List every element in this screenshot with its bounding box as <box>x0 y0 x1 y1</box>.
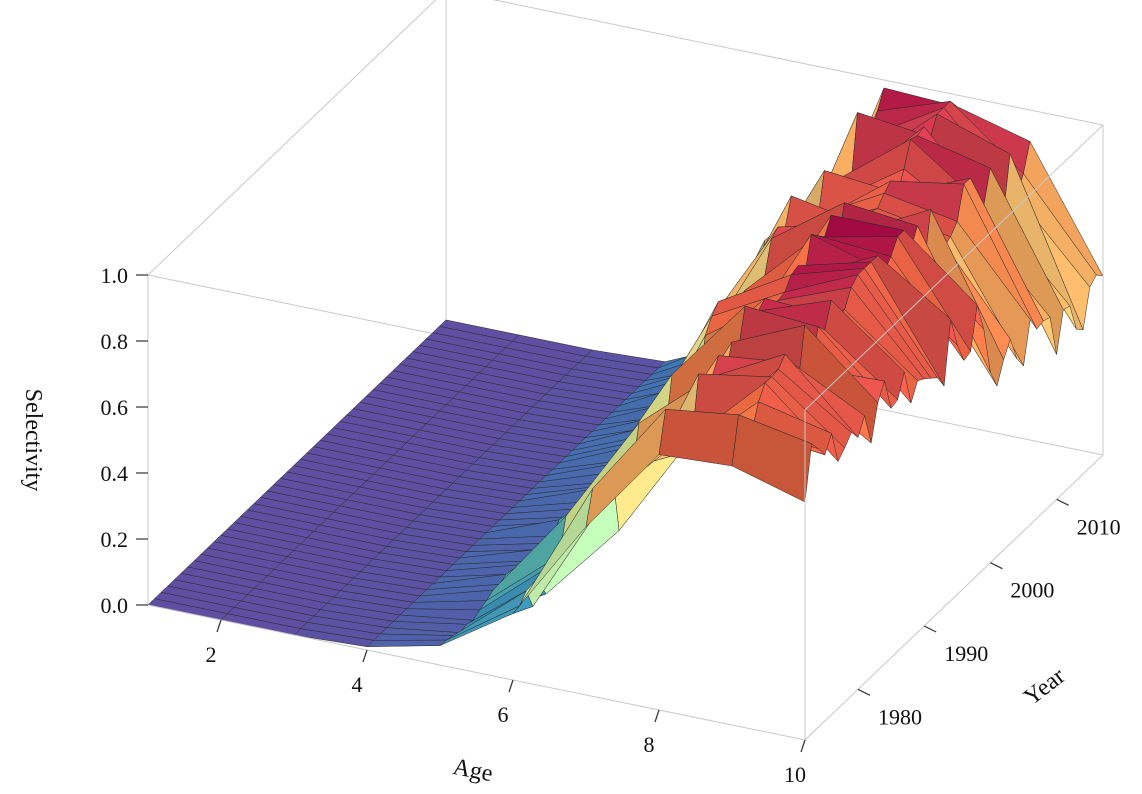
x-tick-label: 10 <box>784 762 806 787</box>
x-tick-label: 8 <box>644 732 655 757</box>
x-axis-tick-labels: 2 4 6 8 10 <box>206 642 807 787</box>
y-tick-mark <box>1056 498 1069 506</box>
box-edge <box>147 0 437 276</box>
x-axis-title: Age <box>451 754 495 787</box>
y-tick-label: 1980 <box>878 704 922 729</box>
surface-facet <box>731 414 812 503</box>
x-tick-mark <box>508 679 514 693</box>
y-axis-title: Year <box>1019 663 1070 711</box>
surface <box>147 87 1104 647</box>
box-front-edges <box>147 124 1104 741</box>
surface-facet <box>366 639 447 647</box>
z-tick-label: 0.0 <box>101 593 129 618</box>
box-edge <box>492 0 1104 126</box>
y-tick-label: 2010 <box>1077 514 1121 539</box>
x-tick-label: 4 <box>352 672 363 697</box>
x-tick-label: 2 <box>206 642 217 667</box>
x-tick-mark <box>800 739 806 753</box>
y-tick-label: 2000 <box>1010 578 1054 603</box>
y-tick-mark <box>923 625 937 633</box>
x-tick-label: 6 <box>498 702 509 727</box>
y-axis-tick-labels: 1980 1990 2000 2010 <box>878 514 1121 729</box>
box-edge <box>147 604 806 741</box>
z-axis-title: Selectivity <box>20 389 46 492</box>
z-tick-label: 0.2 <box>101 527 129 552</box>
x-tick-mark <box>216 619 222 633</box>
z-tick-label: 0.4 <box>101 461 129 486</box>
z-tick-label: 0.8 <box>101 329 129 354</box>
y-tick-label: 1990 <box>944 641 988 666</box>
z-tick-label: 1.0 <box>101 263 129 288</box>
y-tick-mark <box>990 562 1003 570</box>
box-edge <box>804 124 1104 411</box>
y-tick-mark <box>857 688 871 696</box>
axis-ticks <box>136 274 1069 753</box>
x-tick-mark <box>362 649 368 663</box>
box-edge <box>804 454 1104 741</box>
z-tick-label: 0.6 <box>101 395 129 420</box>
x-tick-mark <box>654 709 660 723</box>
z-axis-tick-labels: 0.0 0.2 0.4 0.6 0.8 1.0 <box>101 263 129 618</box>
